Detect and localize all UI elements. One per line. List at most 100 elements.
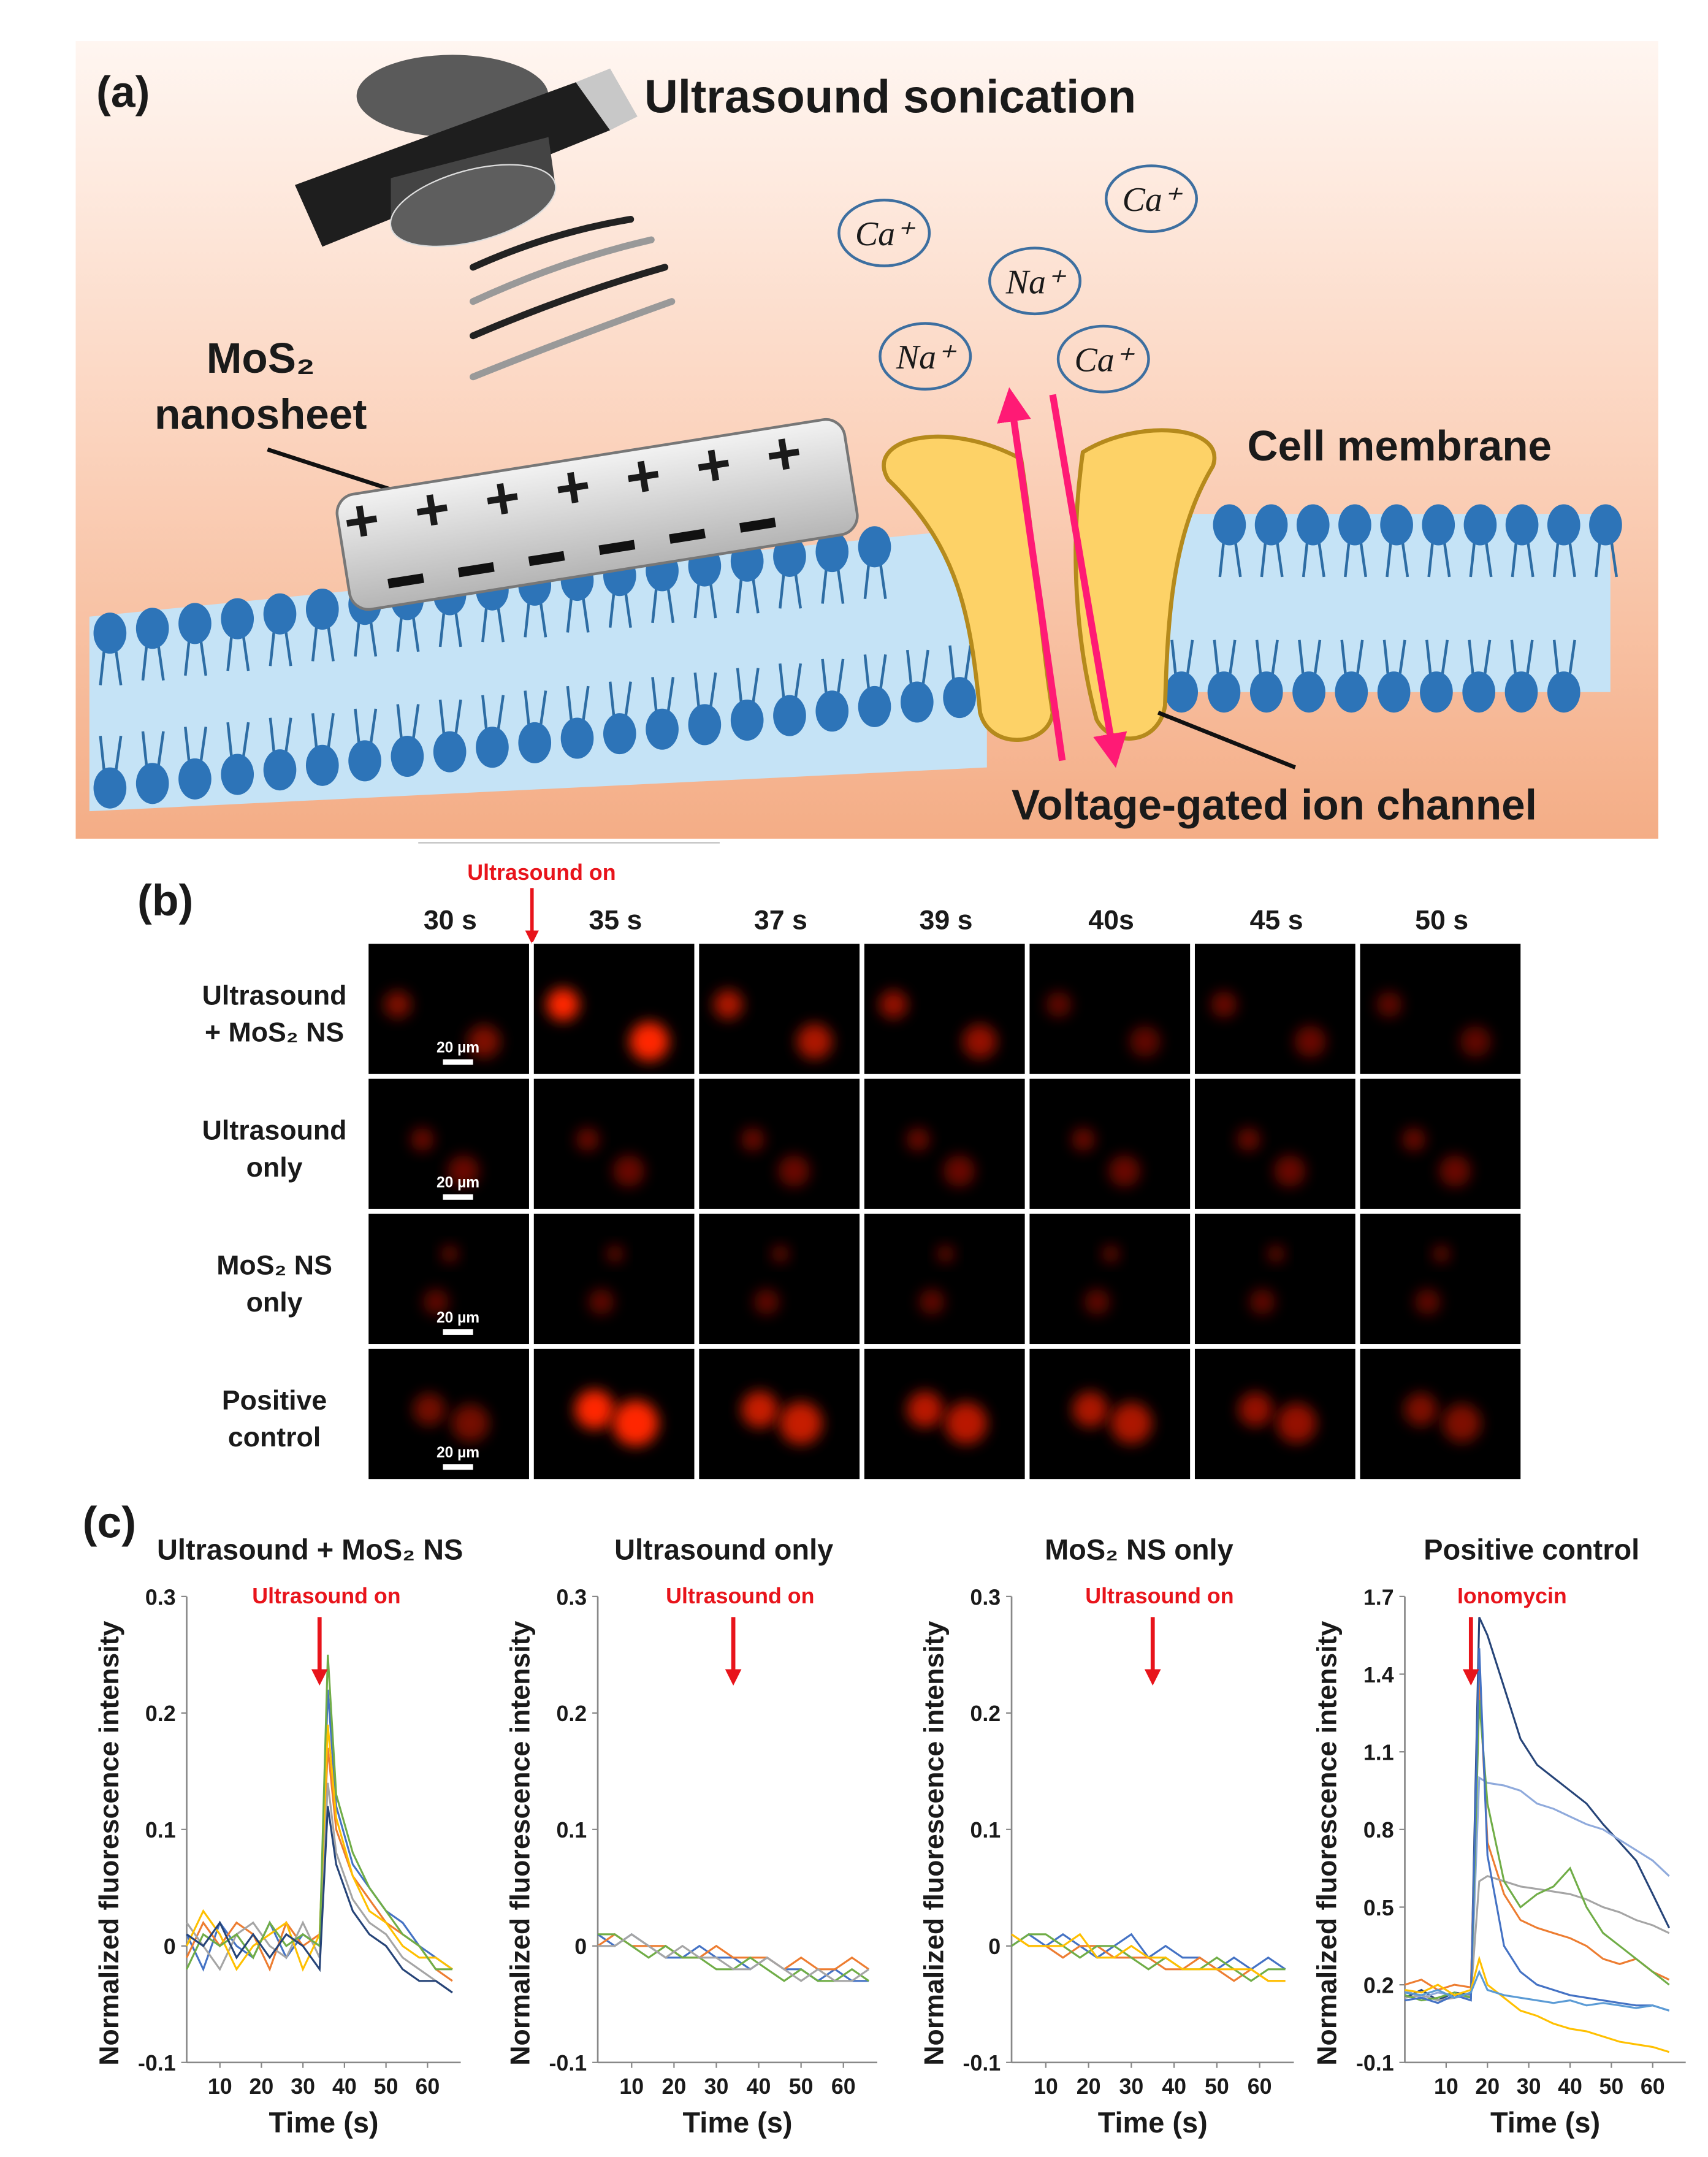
lipid-head (135, 608, 169, 649)
cell-fluorescence (606, 1245, 624, 1263)
nanosheet-label: MoS₂ (207, 334, 315, 382)
scale-bar (443, 1059, 473, 1065)
cell-fluorescence (1110, 1402, 1153, 1444)
lipid-head (221, 754, 254, 795)
micrograph (1358, 1346, 1523, 1481)
lipid-tail (608, 589, 632, 628)
data-line (1404, 1616, 1671, 2002)
lipid-tail (354, 617, 378, 657)
lipid-head (1338, 504, 1371, 546)
x-tick-label: 40 (332, 2074, 357, 2099)
lipid-head (1292, 671, 1325, 713)
minus-charge (598, 540, 636, 555)
lipid-tail (1511, 538, 1535, 578)
y-tick-label: 0 (164, 1934, 176, 1959)
lipid-tail (99, 646, 123, 685)
lipid-head (305, 588, 339, 630)
x-tick-label: 10 (1434, 2074, 1458, 2099)
micrograph (366, 942, 532, 1077)
cell-fluorescence (1401, 1128, 1426, 1151)
lipid-tail (354, 708, 378, 747)
lipid-tail (438, 699, 462, 739)
panel-label: (c) (83, 1498, 136, 1548)
lipid-head (815, 531, 849, 573)
time-label: 40s (1088, 905, 1134, 935)
scale-bar (443, 1464, 473, 1470)
cell-fluorescence (1276, 1403, 1317, 1443)
micrograph (1358, 1077, 1523, 1212)
data-line (597, 1933, 870, 1971)
micrograph (1192, 1346, 1358, 1481)
ions: Ca⁺ Ca⁺ Na⁺ Na⁺ Ca⁺ (837, 164, 1199, 394)
micrograph (862, 1212, 1027, 1346)
lipid-head (305, 744, 339, 786)
lipid-tail (1552, 538, 1576, 578)
annotation: Ultrasound on (467, 860, 616, 885)
time-label: 35 s (589, 905, 642, 935)
cell-fluorescence (1439, 1155, 1471, 1187)
cell-fluorescence (753, 1289, 780, 1315)
cell-fluorescence (1376, 991, 1403, 1018)
y-tick-label: 0.5 (1363, 1896, 1394, 1920)
lipid-tail (396, 704, 420, 743)
panel-a-title: Ultrasound sonication (644, 71, 1136, 123)
data-line (1405, 1674, 1670, 1991)
row-label: Ultrasound (202, 1115, 347, 1145)
chart-title: Positive control (1424, 1534, 1639, 1566)
lipid-head (518, 722, 552, 763)
cell-fluorescence (1072, 1391, 1108, 1427)
lipid-tail (736, 668, 760, 707)
lipid-head (1505, 504, 1539, 546)
row-label: MoS₂ NS (216, 1251, 332, 1281)
lipid-head (858, 685, 891, 727)
nanosheet-label: nanosheet (154, 391, 367, 438)
y-axis-label: Normalized fluorescence intensity (505, 1621, 535, 2065)
time-label: 39 s (919, 905, 972, 935)
data-line (1405, 1700, 1670, 2002)
cell-fluorescence (410, 1128, 435, 1151)
scale-bar-label: 20 µm (437, 1040, 479, 1056)
y-tick-label: 1.4 (1363, 1663, 1394, 1687)
cell-fluorescence (1071, 1128, 1096, 1151)
x-axis-label: Time (s) (1490, 2107, 1600, 2139)
data-line (1405, 1969, 1670, 2012)
lipid-tail (1386, 538, 1409, 578)
lipid-head (815, 690, 849, 732)
lipid-head (560, 717, 594, 759)
lipid-tail (1213, 639, 1237, 679)
lipid-tail (226, 632, 250, 671)
lipid-tail (566, 594, 590, 633)
micrograph (366, 1077, 532, 1212)
lipid-tail (481, 603, 505, 643)
chart-title: MoS₂ NS only (1045, 1534, 1233, 1566)
cell-fluorescence (963, 1024, 997, 1059)
data-line (1404, 1776, 1670, 1999)
lipid-tail (226, 722, 250, 762)
scale-bar (443, 1329, 473, 1335)
ion-label: Na⁺ (896, 338, 957, 376)
lipid-head (178, 603, 212, 644)
y-tick-label: -0.1 (138, 2051, 176, 2075)
y-tick-label: 0 (988, 1934, 1001, 1959)
y-tick-label: 1.7 (1363, 1585, 1394, 1609)
micrograph (532, 1212, 696, 1346)
x-tick-label: 30 (291, 2074, 315, 2099)
row-label: only (246, 1153, 303, 1183)
y-tick-label: 1.1 (1363, 1741, 1394, 1765)
lipid-head (1420, 671, 1453, 713)
x-tick-label: 20 (1077, 2074, 1101, 2099)
x-tick-label: 60 (415, 2074, 440, 2099)
x-tick-label: 40 (747, 2074, 771, 2099)
cell-fluorescence (1102, 1245, 1120, 1263)
data-line (1405, 1648, 1670, 2012)
lipid-tail (905, 649, 929, 689)
data-line (1405, 1875, 1670, 2002)
time-label: 45 s (1250, 905, 1303, 935)
lipid-head (1249, 671, 1283, 713)
lipid-head (858, 526, 891, 568)
x-axis-label: Time (s) (1098, 2107, 1208, 2139)
cell-fluorescence (451, 1404, 489, 1442)
lipid-tail (1595, 538, 1618, 578)
cell-fluorescence (612, 1155, 645, 1187)
lipid-head (1463, 504, 1497, 546)
